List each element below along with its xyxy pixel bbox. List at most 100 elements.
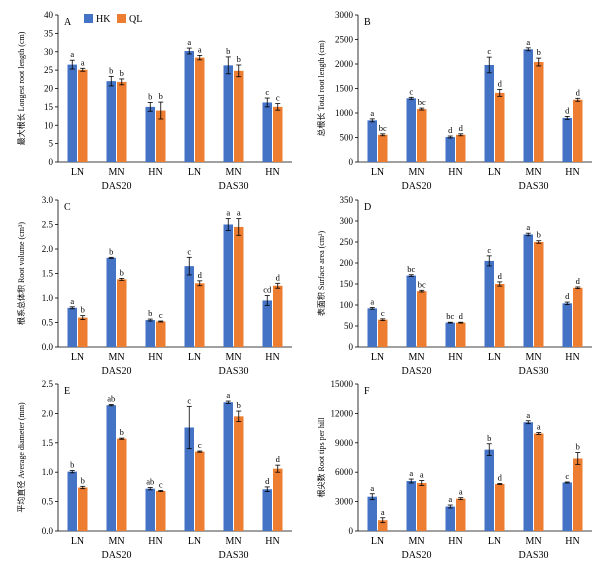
bar-hk xyxy=(562,117,572,162)
bar-ql xyxy=(195,57,205,162)
chart-panel-d: 0 50 100 150 200 250 300 350 D 表面积 Surface area (… xyxy=(316,195,592,377)
x-tick-label: MN xyxy=(108,536,124,547)
significance-letter: b xyxy=(537,47,541,57)
significance-letter: c xyxy=(187,395,191,405)
significance-letter: bc xyxy=(446,311,454,321)
bar-ql xyxy=(456,498,466,531)
bar-hk xyxy=(67,471,77,531)
y-tick-label: 1.5 xyxy=(42,269,54,279)
x-tick-label: MN xyxy=(108,167,124,178)
y-axis-label: 最大根长 Longest root length (cm) xyxy=(16,31,26,145)
significance-letter: d xyxy=(498,271,503,281)
bar-ql xyxy=(378,520,388,531)
bar-ql xyxy=(117,279,127,347)
bar-ql xyxy=(234,70,244,162)
bar-hk xyxy=(223,65,233,162)
chart-panel-c: 0.0 0.5 1.0 1.5 2.0 2.5 3.0 C 根系总体积 Root volume … xyxy=(16,195,292,377)
significance-letter: bc xyxy=(418,279,426,289)
y-tick-label: 2.5 xyxy=(42,220,54,230)
y-tick-label: 2.5 xyxy=(42,379,54,389)
y-tick-label: 0.0 xyxy=(42,342,54,352)
bar-ql xyxy=(78,317,88,347)
significance-letter: a xyxy=(237,208,241,218)
x-tick-label: LN xyxy=(371,536,384,547)
y-tick-label: 3.0 xyxy=(42,195,54,205)
significance-letter: a xyxy=(409,468,413,478)
y-tick-label: 250 xyxy=(340,237,354,247)
bar-hk xyxy=(262,300,272,347)
significance-letter: ab xyxy=(107,394,115,404)
x-tick-label: HN xyxy=(565,536,579,547)
significance-letter: c xyxy=(276,93,280,103)
significance-letter: b xyxy=(109,246,113,256)
bar-hk xyxy=(445,506,455,531)
bar-ql xyxy=(495,92,505,162)
significance-letter: a xyxy=(70,49,74,59)
bar-ql xyxy=(234,416,244,531)
significance-letter: a xyxy=(448,494,452,504)
bar-ql xyxy=(573,99,583,162)
y-axis-label: 表面积 Surface area (cm²) xyxy=(316,231,326,317)
significance-letter: d xyxy=(198,270,203,280)
x-tick-label: MN xyxy=(225,167,241,178)
bar-hk xyxy=(562,303,572,347)
significance-letter: d xyxy=(565,105,570,115)
significance-letter: d xyxy=(498,472,503,482)
y-tick-label: 150 xyxy=(340,279,354,289)
significance-letter: b xyxy=(81,305,85,315)
bar-ql xyxy=(195,451,205,531)
significance-letter: a xyxy=(526,37,530,47)
x-tick-label: MN xyxy=(408,352,424,363)
y-tick-label: 40 xyxy=(44,10,54,20)
panel-letter: D xyxy=(364,202,371,213)
panel-letter: F xyxy=(364,386,370,397)
y-tick-label: 0.0 xyxy=(42,526,54,536)
bar-ql xyxy=(156,491,166,531)
y-tick-label: 6000 xyxy=(335,467,354,477)
y-axis-label: 总根长 Total root length (cm) xyxy=(316,40,326,137)
x-tick-label: MN xyxy=(525,167,541,178)
significance-letter: a xyxy=(370,297,374,307)
y-tick-label: 1500 xyxy=(335,84,354,94)
y-tick-label: 10 xyxy=(44,120,54,130)
bar-ql xyxy=(534,433,544,531)
significance-letter: d xyxy=(459,311,464,321)
y-tick-label: 1.5 xyxy=(42,438,54,448)
bar-ql xyxy=(534,62,544,162)
bar-hk xyxy=(67,307,77,347)
significance-letter: d xyxy=(448,125,453,135)
bar-ql xyxy=(117,438,127,531)
significance-letter: c xyxy=(159,479,163,489)
x-tick-label: LN xyxy=(188,352,201,363)
y-tick-label: 30 xyxy=(44,47,54,57)
significance-letter: a xyxy=(537,422,541,432)
bar-hk xyxy=(406,275,416,347)
significance-letter: b xyxy=(120,267,124,277)
group-label: DAS30 xyxy=(518,550,548,561)
bar-hk xyxy=(67,64,77,162)
y-tick-label: 1000 xyxy=(335,108,354,118)
y-tick-label: 9000 xyxy=(335,438,354,448)
y-tick-label: 0.5 xyxy=(42,318,54,328)
significance-letter: c xyxy=(265,87,269,97)
bar-ql xyxy=(417,109,427,162)
significance-letter: ab xyxy=(146,476,154,486)
significance-letter: a xyxy=(420,470,424,480)
bar-hk xyxy=(367,496,377,531)
x-tick-label: LN xyxy=(371,352,384,363)
x-tick-label: LN xyxy=(71,352,84,363)
significance-letter: b xyxy=(81,475,85,485)
significance-letter: c xyxy=(381,308,385,318)
y-tick-label: 5 xyxy=(49,139,54,149)
significance-letter: a xyxy=(526,222,530,232)
x-tick-label: LN xyxy=(71,167,84,178)
panel-letter: C xyxy=(64,202,71,213)
group-label: DAS30 xyxy=(218,550,248,561)
group-label: DAS20 xyxy=(401,550,431,561)
significance-letter: b xyxy=(537,230,541,240)
bar-hk xyxy=(184,427,194,531)
bar-hk xyxy=(262,489,272,531)
significance-letter: d xyxy=(265,476,270,486)
bar-hk xyxy=(145,106,155,162)
